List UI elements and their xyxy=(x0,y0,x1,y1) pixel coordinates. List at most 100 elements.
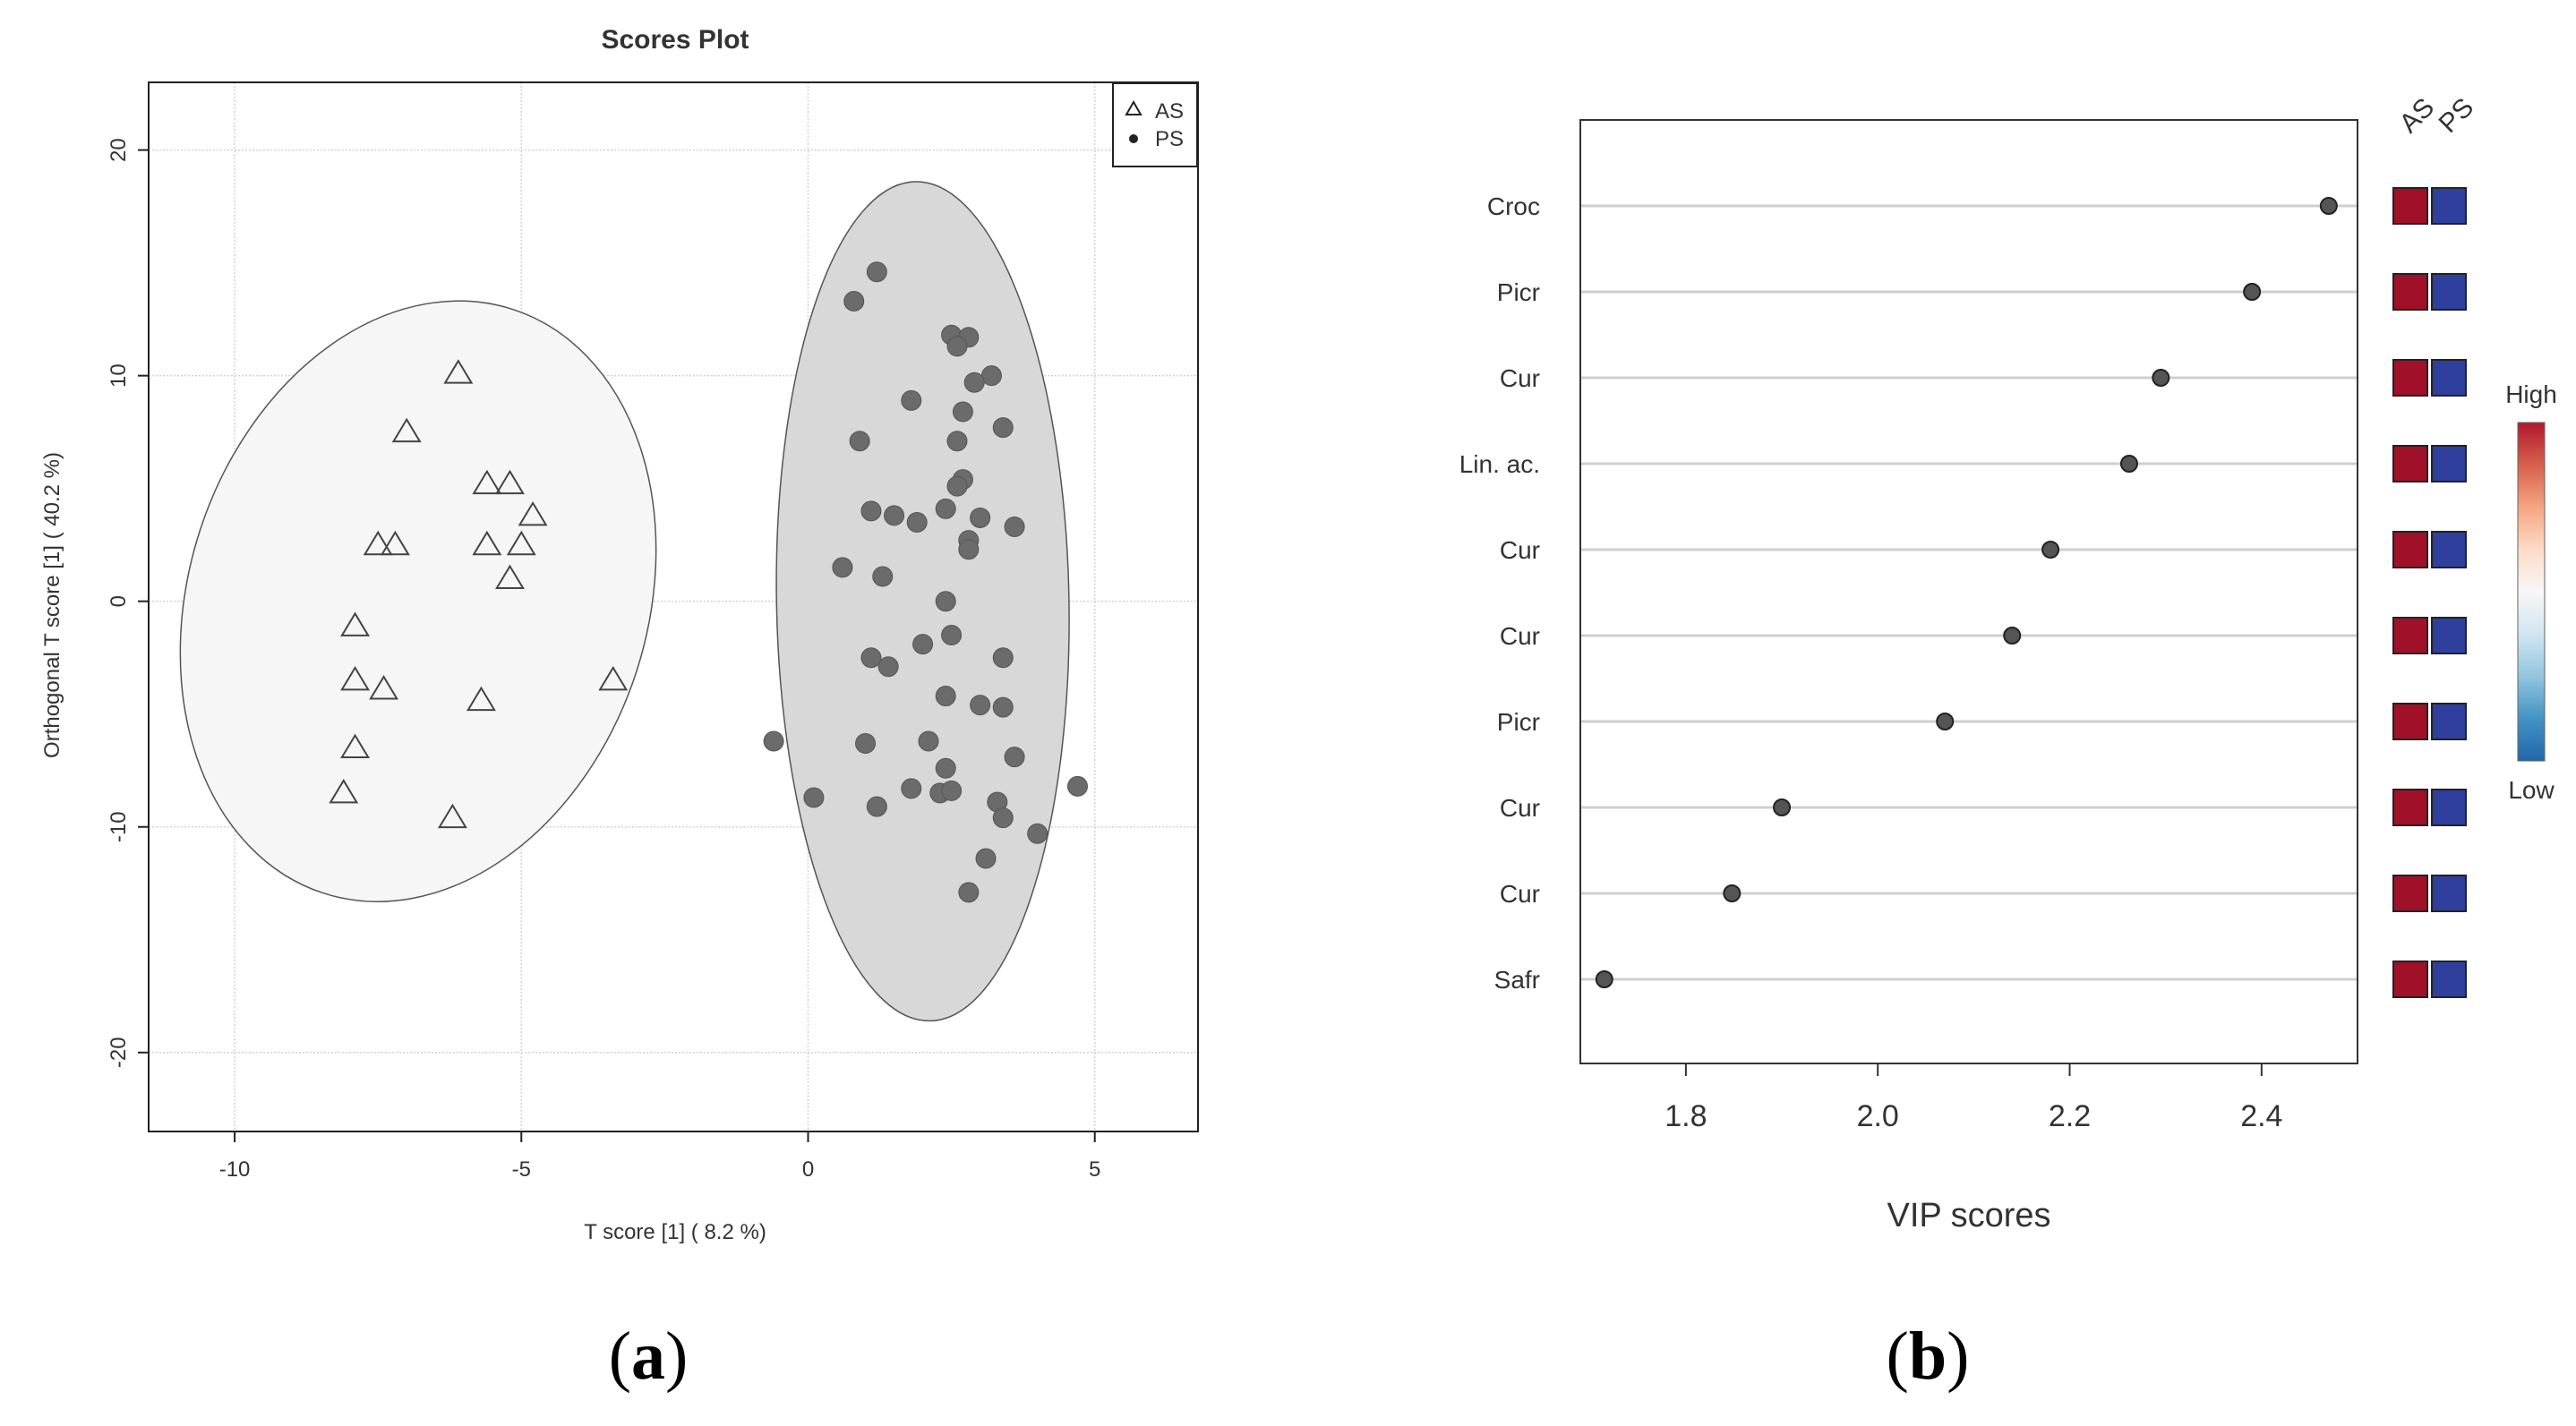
point-as xyxy=(495,469,525,495)
vip-x-tick-label: 2.4 xyxy=(2240,1099,2282,1133)
vip-plot-gridlines xyxy=(1580,204,2358,981)
point-ps xyxy=(884,505,905,526)
vip-x-tick-label: 1.8 xyxy=(1665,1099,1707,1133)
scores-plot-x-ticks: -10 -5 0 5 xyxy=(219,1131,1100,1182)
point-ps xyxy=(970,507,991,528)
heatmap-cell-as xyxy=(2392,273,2428,311)
legend-label-as: AS xyxy=(1155,99,1184,124)
point-as xyxy=(495,564,525,589)
svg-text:(a): (a) xyxy=(609,1319,689,1394)
vip-x-tick-label: 2.0 xyxy=(1857,1099,1899,1133)
heatmap-cell-ps xyxy=(2431,187,2467,225)
point-as xyxy=(380,530,410,556)
panel-caption-a-letter: a xyxy=(631,1319,665,1394)
vip-point xyxy=(1936,713,1955,730)
point-ps xyxy=(855,732,877,754)
heatmap-cell-as xyxy=(2392,359,2428,397)
point-as xyxy=(340,733,371,759)
vip-category-label: Cur xyxy=(1500,622,1540,650)
point-ps xyxy=(970,695,991,716)
vip-category-label: Croc xyxy=(1487,192,1540,220)
heatmap-cell-ps xyxy=(2431,445,2467,482)
point-as xyxy=(472,469,502,495)
point-ps xyxy=(1027,823,1048,844)
point-ps xyxy=(901,778,922,799)
point-ps xyxy=(901,389,922,411)
heatmap-cell-ps xyxy=(2431,273,2467,311)
vip-plot-x-ticks: 1.8 2.0 2.2 2.4 xyxy=(1665,1063,2282,1133)
scores-y-tick-label: 10 xyxy=(107,363,131,388)
point-as xyxy=(340,611,371,636)
point-ps xyxy=(946,475,968,497)
colorbar-high-label: High xyxy=(2505,380,2557,408)
vip-point xyxy=(2243,283,2262,301)
point-ps xyxy=(860,647,882,669)
vip-point xyxy=(1723,884,1742,902)
point-ps xyxy=(952,401,973,423)
heatmap-cell-as xyxy=(2392,961,2428,998)
heatmap-cell-ps xyxy=(2431,617,2467,654)
vip-point xyxy=(2003,627,2022,645)
scores-plot-frame xyxy=(148,81,1199,1132)
scores-plot-x-axis-label: T score [1] ( 8.2 %) xyxy=(584,1220,766,1244)
vip-point xyxy=(2152,369,2170,387)
heatmap-cell-ps xyxy=(2431,531,2467,568)
scores-y-tick-label: 0 xyxy=(107,595,131,607)
vip-plot-x-axis-label: VIP scores xyxy=(1887,1197,2050,1234)
point-ps xyxy=(803,787,825,808)
vip-category-label: Cur xyxy=(1500,794,1540,822)
scores-x-tick-label: -10 xyxy=(219,1157,251,1182)
point-ps xyxy=(832,557,853,578)
point-ps xyxy=(935,757,956,779)
point-ps xyxy=(860,500,882,522)
vip-point xyxy=(2119,455,2138,473)
vip-point xyxy=(2319,197,2338,215)
point-ps xyxy=(849,431,870,452)
point-as xyxy=(472,530,502,556)
point-ps xyxy=(958,882,980,903)
panel-caption-a: (a) xyxy=(609,1319,689,1394)
vip-plot-frame xyxy=(1579,119,2358,1064)
point-ps xyxy=(935,498,956,519)
heatmap-cell-ps xyxy=(2431,359,2467,397)
heatmap-cell-ps xyxy=(2431,875,2467,912)
scores-plot-title: Scores Plot xyxy=(601,25,749,55)
point-ps xyxy=(906,511,928,533)
vip-plot-points xyxy=(1595,197,2338,988)
panel-caption-b: (b) xyxy=(1887,1319,1970,1394)
vip-category-label: Safr xyxy=(1494,966,1540,994)
point-ps xyxy=(872,566,894,587)
heatmap-cell-ps xyxy=(2431,961,2467,998)
scores-plot-y-axis-label: Orthogonal T score [1] ( 40.2 %) xyxy=(40,452,64,758)
scores-plot-points xyxy=(329,261,1089,903)
heatmap-cell-as xyxy=(2392,187,2428,225)
legend-triangle-icon xyxy=(1125,99,1143,115)
legend-circle-icon xyxy=(1129,134,1138,143)
scores-y-tick-label: -10 xyxy=(107,811,131,842)
point-as xyxy=(518,500,548,526)
heatmap-cell-ps xyxy=(2431,789,2467,826)
vip-point xyxy=(1595,970,1613,988)
heatmap-cell-as xyxy=(2392,617,2428,654)
point-ps xyxy=(866,796,887,817)
heatmap-cell-as xyxy=(2392,875,2428,912)
heatmap-cell-as xyxy=(2392,703,2428,740)
point-ps xyxy=(1004,517,1025,538)
point-ps xyxy=(946,431,968,452)
point-as xyxy=(329,778,359,804)
vip-point xyxy=(1773,798,1792,816)
colorbar-low-label: Low xyxy=(2508,776,2555,804)
point-as xyxy=(506,530,536,556)
scores-y-tick-label: -20 xyxy=(107,1037,131,1068)
point-ps xyxy=(1067,775,1089,797)
point-as xyxy=(340,665,371,691)
scores-plot-legend: AS PS xyxy=(1112,82,1198,167)
point-ps xyxy=(992,696,1014,718)
vip-category-label: Cur xyxy=(1500,536,1540,564)
svg-text:(b): (b) xyxy=(1887,1319,1970,1394)
scores-x-tick-label: 5 xyxy=(1089,1157,1100,1182)
panel-caption-b-letter: b xyxy=(1909,1319,1947,1394)
point-as xyxy=(443,359,474,384)
scores-plot-y-ticks: -20 -10 0 10 20 xyxy=(107,138,149,1068)
legend-box xyxy=(1112,82,1198,167)
